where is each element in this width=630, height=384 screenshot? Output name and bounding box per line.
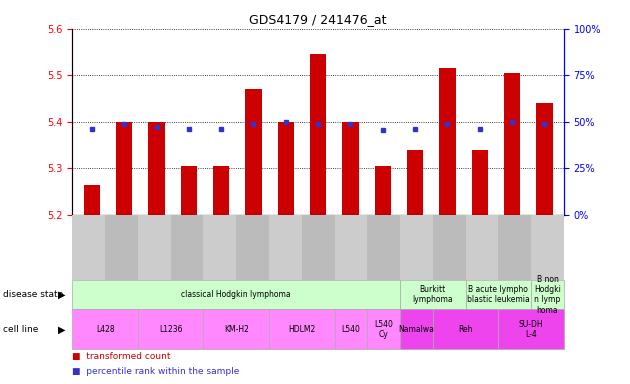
Bar [310,55,326,215]
Text: ▶: ▶ [58,324,66,334]
Text: B non
Hodgki
n lymp
homa: B non Hodgki n lymp homa [534,275,561,315]
Text: Namalwa: Namalwa [399,325,434,334]
Text: cell line: cell line [3,325,38,334]
Text: L428: L428 [96,325,115,334]
Bar [439,68,455,215]
Bar [504,73,520,215]
Text: HDLM2: HDLM2 [288,325,316,334]
Bar [342,122,358,215]
Text: ▶: ▶ [58,290,66,300]
Bar [116,122,132,215]
Title: GDS4179 / 241476_at: GDS4179 / 241476_at [249,13,387,26]
Text: L540: L540 [341,325,360,334]
Text: ■  percentile rank within the sample: ■ percentile rank within the sample [72,367,240,376]
Text: KM-H2: KM-H2 [224,325,249,334]
Bar [246,89,261,215]
Text: Burkitt
lymphoma: Burkitt lymphoma [413,285,453,305]
Text: L540
Cy: L540 Cy [374,319,393,339]
Text: ■  transformed count: ■ transformed count [72,352,171,361]
Bar [149,122,164,215]
Bar [181,166,197,215]
Bar [213,166,229,215]
Bar [536,103,553,215]
Text: SU-DH
L-4: SU-DH L-4 [518,319,544,339]
Bar [472,150,488,215]
Bar [407,150,423,215]
Text: disease state: disease state [3,290,64,299]
Text: L1236: L1236 [159,325,183,334]
Bar [278,122,294,215]
Text: classical Hodgkin lymphoma: classical Hodgkin lymphoma [181,290,291,299]
Bar [375,166,391,215]
Text: Reh: Reh [458,325,473,334]
Bar [84,185,100,215]
Text: B acute lympho
blastic leukemia: B acute lympho blastic leukemia [467,285,530,305]
